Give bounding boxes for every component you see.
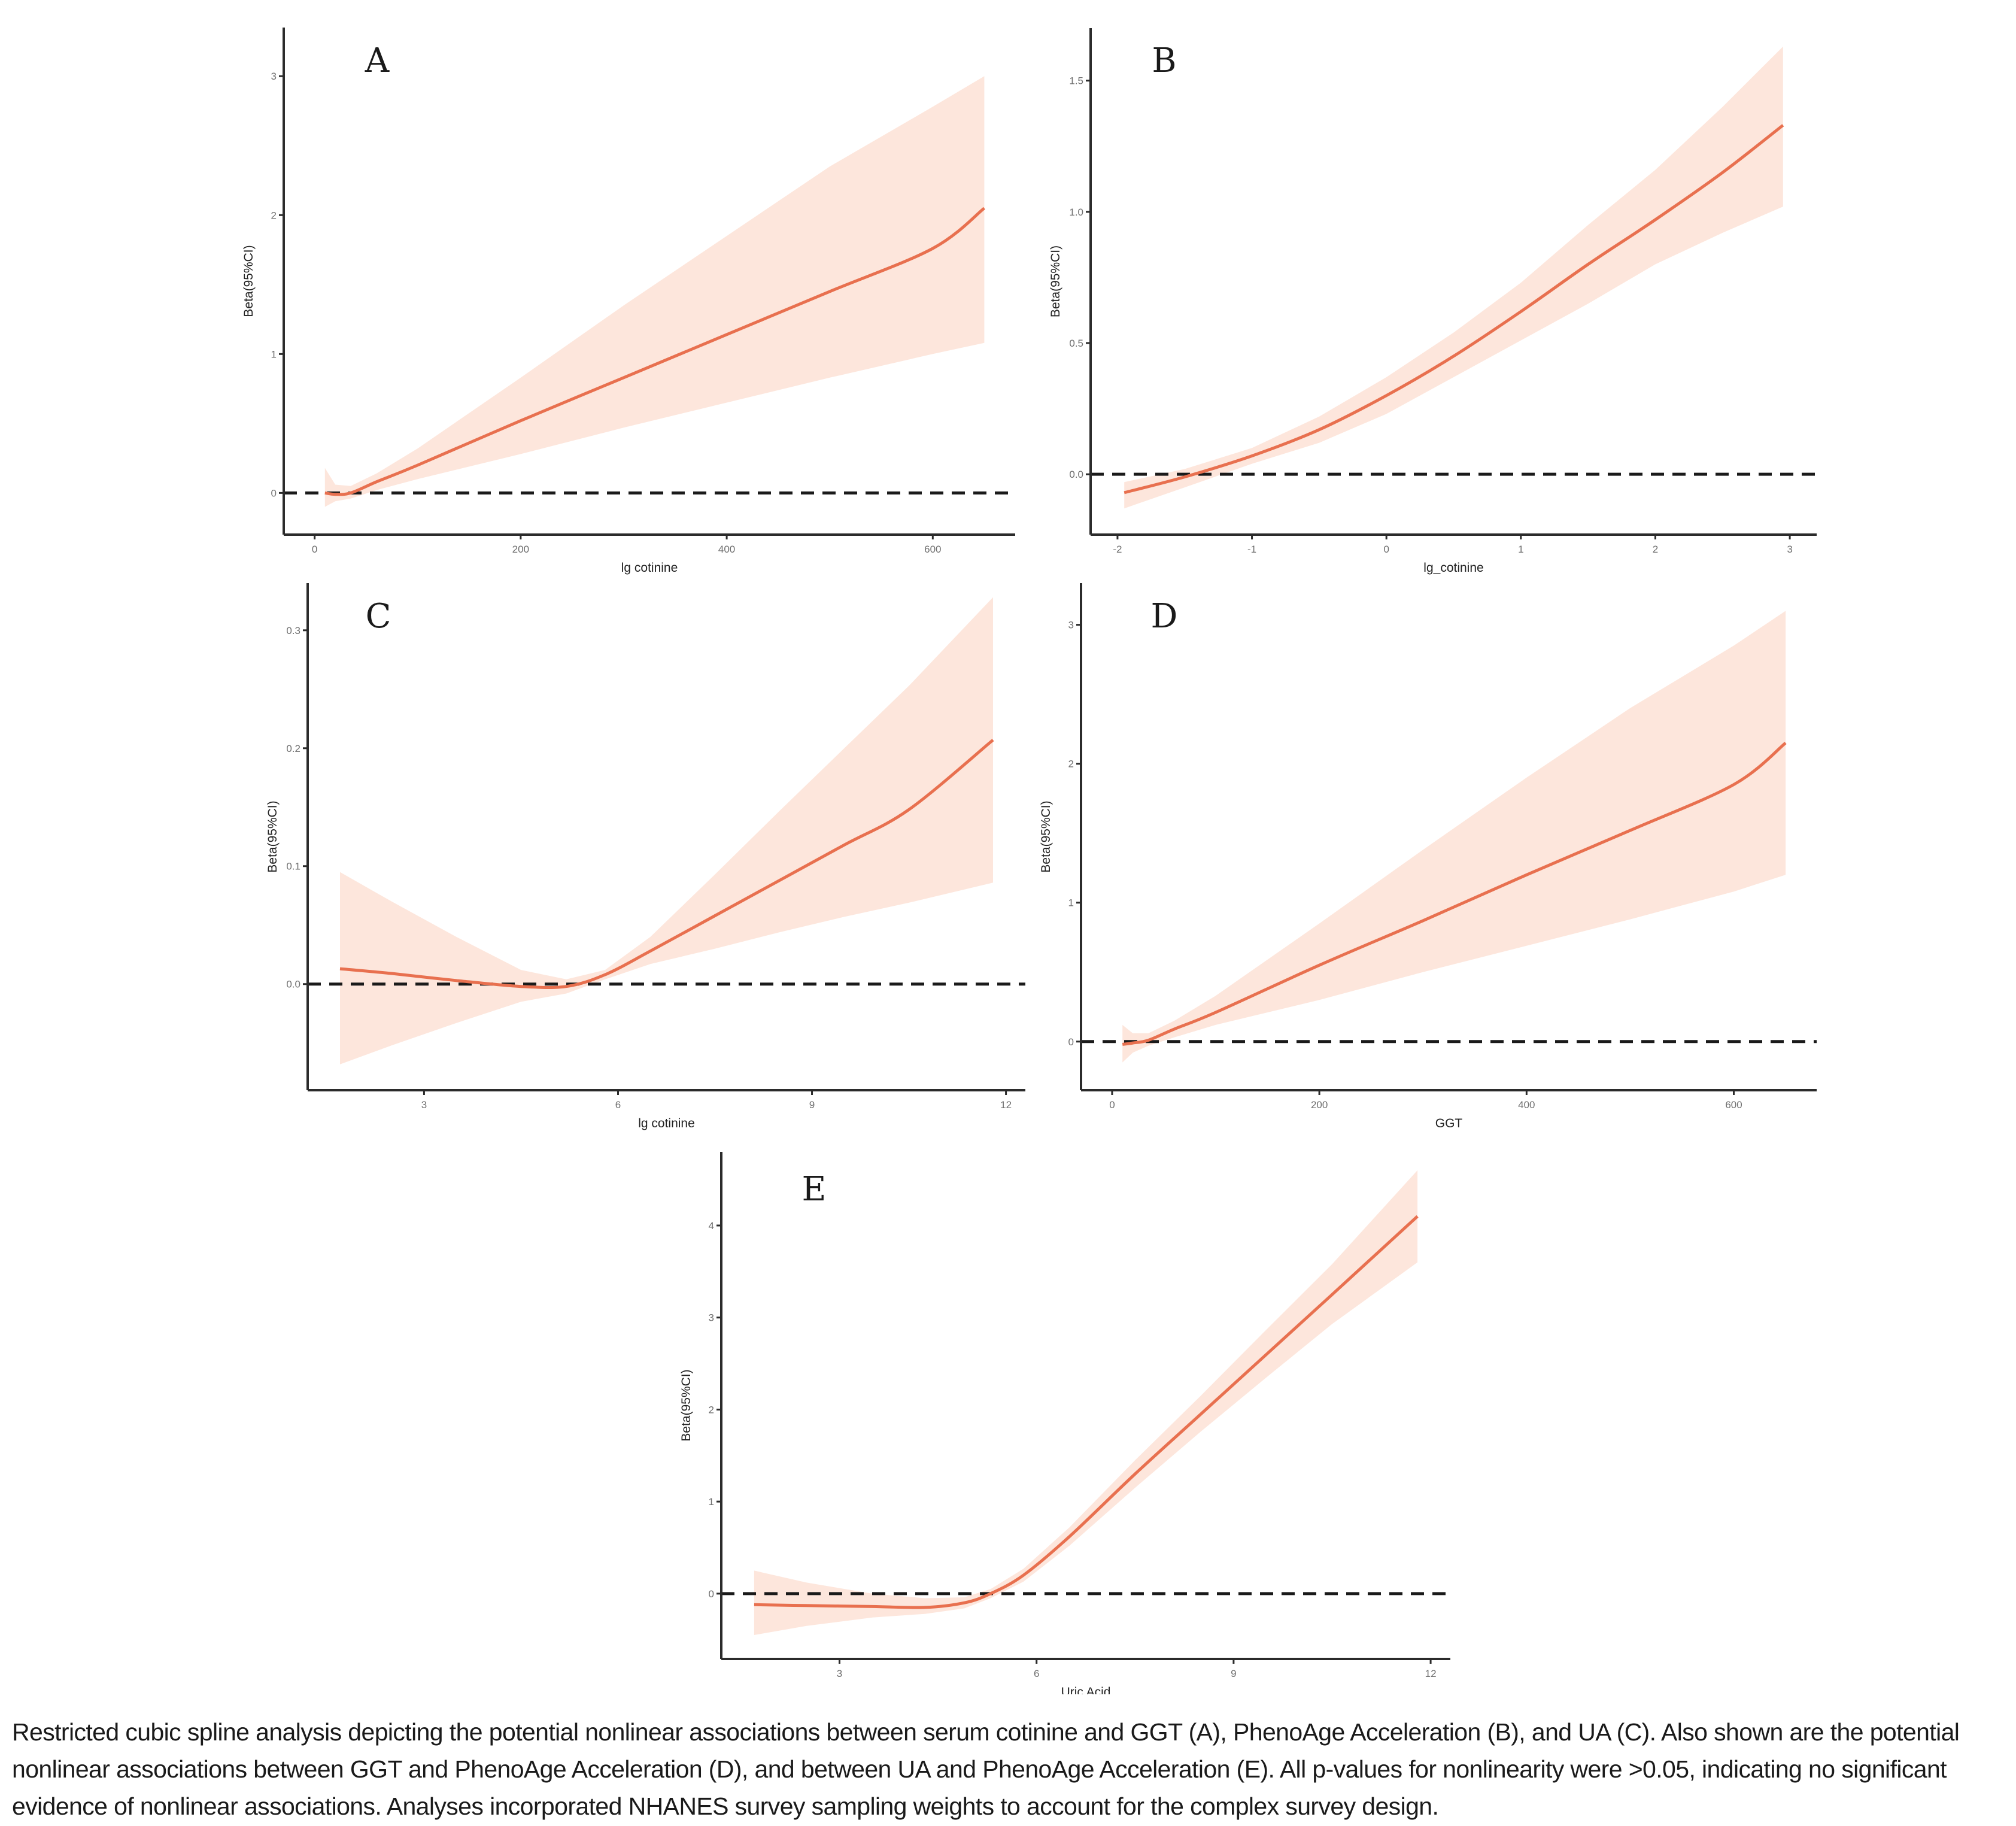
- y-tick-label: 3: [709, 1312, 714, 1324]
- y-axis-title: Beta(95%CI): [266, 800, 280, 872]
- x-tick-label: 400: [1518, 1099, 1535, 1111]
- panel-letter: B: [1152, 41, 1176, 80]
- y-axis-title: Beta(95%CI): [679, 1369, 693, 1441]
- panel-c: 3 6 9 12 0.0 0.1 0.2 0.3 lg cotinine Beta(95%CI) C: [266, 583, 1025, 1130]
- y-tick-label: 0.5: [1069, 338, 1083, 349]
- x-tick-label: -1: [1247, 544, 1256, 555]
- y-tick-label: 4: [709, 1220, 714, 1232]
- y-tick-label: 0: [271, 487, 277, 499]
- y-tick-label: 3: [271, 71, 277, 82]
- x-axis-title: lg cotinine: [638, 1117, 695, 1130]
- panel-letter: D: [1151, 597, 1178, 636]
- estimate-line: [754, 1217, 1417, 1608]
- panel-letter: A: [365, 41, 390, 80]
- y-tick-label: 2: [709, 1404, 714, 1415]
- y-tick-label: 2: [1068, 759, 1074, 770]
- x-tick-label: 6: [615, 1099, 621, 1111]
- ci-band: [1122, 611, 1786, 1062]
- x-tick-label: 6: [1034, 1668, 1039, 1679]
- x-tick-label: 2: [1653, 544, 1658, 555]
- x-tick-label: 9: [809, 1099, 815, 1111]
- y-tick-label: 0.3: [286, 625, 300, 636]
- y-tick-label: 2: [271, 210, 277, 221]
- ci-band: [325, 76, 985, 506]
- y-tick-label: 0.1: [286, 861, 300, 872]
- x-axis-title: GGT: [1435, 1117, 1463, 1130]
- y-tick-label: 0: [1068, 1036, 1074, 1048]
- panel-d: 0 200 400 600 0 1 2 3 GGT Beta(95%CI) D: [1039, 583, 1817, 1130]
- y-axis-title: Beta(95%CI): [1039, 800, 1053, 872]
- y-tick-label: 3: [1068, 620, 1074, 631]
- x-tick-label: 0: [1383, 544, 1389, 555]
- x-tick-label: 0: [1109, 1099, 1115, 1111]
- y-tick-label: 0.2: [286, 743, 300, 754]
- x-tick-label: 1: [1518, 544, 1523, 555]
- panel-b: -2 -1 0 1 2 3 0.0 0.5 1.0 1.5 lg_cotinine Beta(95%C…: [1049, 28, 1817, 575]
- panel-letter: E: [802, 1170, 827, 1209]
- y-axis-title: Beta(95%CI): [242, 245, 256, 317]
- x-tick-label: 600: [1725, 1099, 1742, 1111]
- x-tick-label: -2: [1113, 544, 1122, 555]
- panel-a: 0 200 400 600 0 1 2 3 lg cotinine Beta(95%CI) A: [242, 28, 1015, 575]
- ci-band: [340, 597, 993, 1064]
- x-tick-label: 12: [1425, 1668, 1437, 1679]
- y-tick-label: 0.0: [1069, 469, 1083, 480]
- ci-band: [754, 1170, 1417, 1635]
- y-tick-label: 1.0: [1069, 207, 1083, 218]
- x-tick-label: 3: [837, 1668, 842, 1679]
- ci-band: [1124, 47, 1783, 509]
- x-tick-label: 3: [1787, 544, 1792, 555]
- figure-caption: Restricted cubic spline analysis depicti…: [12, 1713, 2011, 1825]
- x-tick-label: 12: [1000, 1099, 1012, 1111]
- panel-letter: C: [366, 597, 391, 636]
- y-tick-label: 1: [1068, 897, 1074, 909]
- x-tick-label: 9: [1231, 1668, 1236, 1679]
- x-tick-label: 400: [718, 544, 735, 555]
- y-tick-label: 1.5: [1069, 75, 1083, 87]
- y-tick-label: 1: [709, 1496, 714, 1507]
- x-axis-title: lg_cotinine: [1423, 561, 1483, 575]
- y-axis-title: Beta(95%CI): [1049, 245, 1062, 317]
- x-tick-label: 3: [421, 1099, 427, 1111]
- x-tick-label: 200: [1311, 1099, 1328, 1111]
- y-tick-label: 1: [271, 348, 277, 360]
- x-tick-label: 200: [512, 544, 529, 555]
- x-tick-label: 600: [924, 544, 941, 555]
- y-tick-label: 0: [709, 1588, 714, 1600]
- x-axis-title: lg cotinine: [621, 561, 678, 575]
- y-tick-label: 0.0: [286, 979, 300, 990]
- x-tick-label: 0: [312, 544, 317, 555]
- x-axis-title: Uric Acid: [1061, 1685, 1111, 1694]
